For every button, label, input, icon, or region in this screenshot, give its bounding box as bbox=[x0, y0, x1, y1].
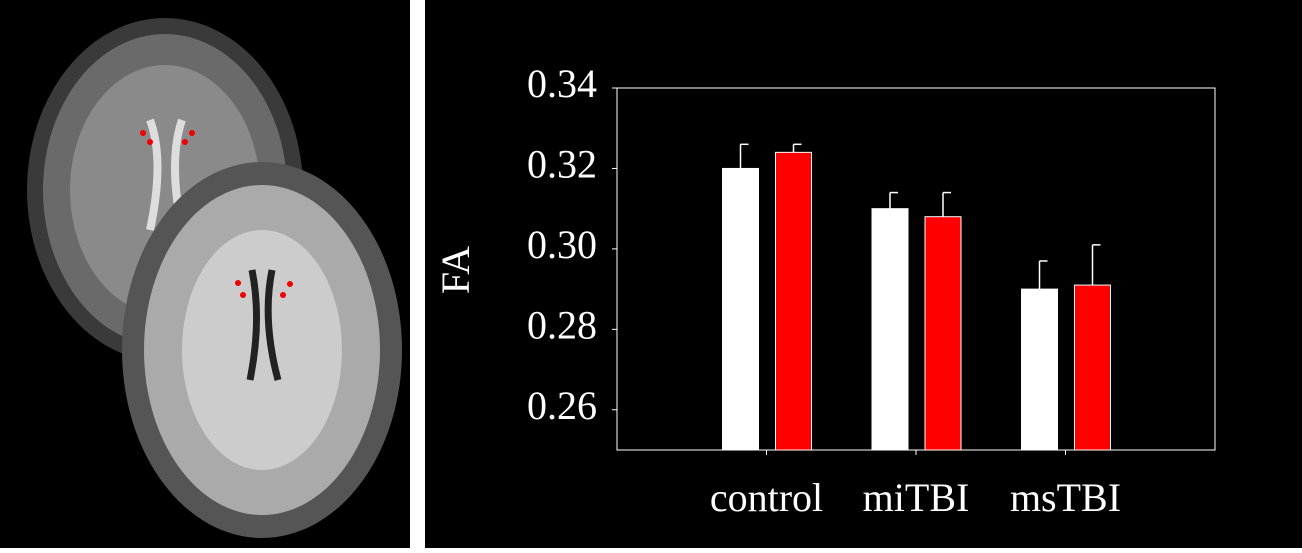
x-tick-label: msTBI bbox=[1010, 475, 1121, 520]
page: {"chart_data": {"type": "bar", "y_label"… bbox=[0, 0, 1302, 548]
y-tick-label: 0.28 bbox=[527, 303, 597, 348]
bar bbox=[1022, 289, 1058, 450]
x-tick-label: miTBI bbox=[863, 475, 970, 520]
y-tick-label: 0.26 bbox=[527, 383, 597, 428]
y-axis-label: FA bbox=[433, 246, 478, 294]
bar bbox=[925, 217, 961, 450]
bar bbox=[872, 209, 908, 450]
mri-t1 bbox=[122, 162, 402, 538]
y-tick-label: 0.34 bbox=[527, 61, 597, 106]
figure: FA 0.26 0.28 0.30 0.32 0.34 control miTBI msTBI bbox=[0, 0, 1302, 548]
bar bbox=[723, 168, 759, 450]
y-tick-label: 0.32 bbox=[527, 142, 597, 187]
bar bbox=[776, 152, 812, 450]
x-tick-label: control bbox=[710, 475, 823, 520]
bar bbox=[1075, 285, 1111, 450]
y-tick-label: 0.30 bbox=[527, 222, 597, 267]
